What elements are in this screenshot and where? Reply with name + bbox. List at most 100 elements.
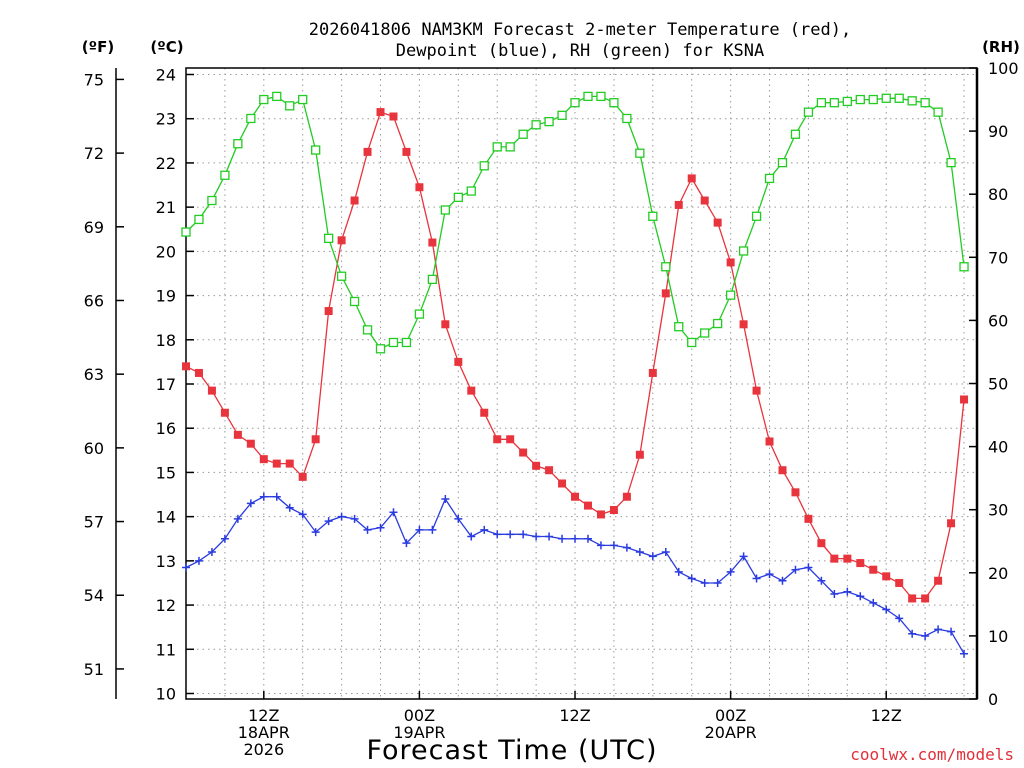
temperature-point <box>934 576 943 585</box>
rh-tick-label: 90 <box>988 122 1008 141</box>
dewpoint-point <box>856 592 865 601</box>
dewpoint-point <box>713 578 722 587</box>
celsius-tick-label: 16 <box>156 419 176 438</box>
dewpoint-point <box>337 512 346 521</box>
dewpoint-point <box>246 499 255 508</box>
dewpoint-point <box>830 590 839 599</box>
rh-point <box>829 98 840 108</box>
dewpoint-point <box>454 514 463 523</box>
temperature-point <box>454 357 463 366</box>
dewpoint-point <box>493 530 502 539</box>
dewpoint-point <box>635 548 644 557</box>
dewpoint-point <box>895 614 904 623</box>
dewpoint-point <box>908 629 917 638</box>
rh-point <box>687 337 697 348</box>
temperature-point <box>298 472 307 481</box>
rh-point <box>349 296 360 307</box>
dewpoint-point <box>596 541 605 550</box>
rh-point <box>894 93 904 103</box>
celsius-tick-label: 14 <box>156 508 176 527</box>
celsius-tick-label: 18 <box>156 331 176 350</box>
fahrenheit-tick-label: 75 <box>84 70 104 89</box>
dewpoint-point <box>583 534 592 543</box>
fahrenheit-tick-label: 57 <box>84 513 104 532</box>
dewpoint-point <box>843 587 852 596</box>
dewpoint-point <box>532 532 541 541</box>
temperature-point <box>713 218 722 227</box>
dewpoint-point <box>571 534 580 543</box>
dewpoint-point <box>687 574 696 583</box>
rh-point <box>661 262 671 272</box>
rh-point <box>181 227 191 237</box>
temperature-point <box>843 554 852 563</box>
temperature-point <box>583 501 592 510</box>
temperature-point <box>882 572 891 581</box>
rh-point <box>777 157 788 168</box>
celsius-tick-label: 21 <box>156 198 176 217</box>
grid-lines <box>186 68 977 699</box>
dewpoint-point <box>558 534 567 543</box>
rh-point <box>194 214 204 225</box>
rh-point <box>738 246 749 256</box>
rh-point <box>674 322 684 332</box>
x-tick-label: 18APR <box>238 723 290 742</box>
rh-point <box>933 107 943 117</box>
rh-point <box>609 98 619 108</box>
temperature-point <box>648 368 657 377</box>
dewpoint-point <box>298 510 307 519</box>
rh-point <box>790 129 801 139</box>
rh-point <box>803 107 814 117</box>
celsius-tick-label: 13 <box>156 552 176 571</box>
temperature-point <box>596 510 605 519</box>
rh-point <box>285 101 295 111</box>
celsius-tick-label: 17 <box>156 375 176 394</box>
temperature-point <box>259 455 268 464</box>
temperature-point <box>428 238 437 247</box>
temperature-point <box>480 408 489 417</box>
dewpoint-point <box>700 578 709 587</box>
temperature-point <box>194 368 203 377</box>
rh-point <box>220 170 230 180</box>
temperature-point <box>765 437 774 446</box>
dewpoint-point <box>804 563 813 572</box>
temperature-point <box>609 506 618 515</box>
dewpoint-point <box>324 517 333 526</box>
dewpoint-point <box>182 563 190 572</box>
rh-point <box>764 173 775 184</box>
rh-point <box>272 91 282 102</box>
dewpoint-point <box>233 514 242 523</box>
celsius-unit-label: (ºC) <box>150 38 183 56</box>
dewpoint-point <box>311 528 320 537</box>
rh-point <box>375 344 386 354</box>
temperature-point <box>558 479 567 488</box>
rh-point <box>959 262 969 272</box>
rh-point <box>505 142 515 152</box>
x-tick-label: 20APR <box>705 723 757 742</box>
rh-point <box>544 116 554 127</box>
dewpoint-point <box>934 625 943 634</box>
rh-point <box>907 96 917 106</box>
temperature-point <box>376 108 385 117</box>
temperature-point <box>726 258 735 267</box>
temperature-point <box>389 112 398 121</box>
rh-point <box>233 139 243 149</box>
rh-point <box>855 94 865 105</box>
x-tick-label: 00Z <box>404 706 435 725</box>
celsius-tick-label: 11 <box>156 640 176 659</box>
rh-point <box>648 211 658 221</box>
celsius-tick-label: 23 <box>156 110 176 129</box>
rh-point <box>622 113 632 124</box>
dewpoint-point <box>506 530 515 539</box>
rh-point <box>323 233 334 244</box>
dewpoint-point <box>739 552 748 561</box>
fahrenheit-tick-label: 72 <box>84 144 104 163</box>
temperature-point <box>830 554 839 563</box>
temperature-point <box>921 594 930 603</box>
rh-point <box>751 211 762 221</box>
dewpoint-point <box>869 598 878 607</box>
rh-point <box>388 337 399 348</box>
rh-point <box>336 271 347 281</box>
dewpoint-point <box>428 525 437 534</box>
temperature-point <box>545 466 554 475</box>
dewpoint-point <box>363 525 372 534</box>
